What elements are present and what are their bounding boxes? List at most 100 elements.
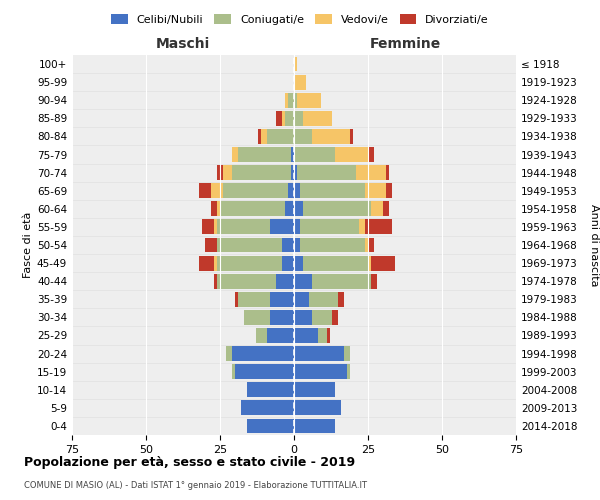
Bar xyxy=(294,364,347,379)
Bar xyxy=(235,292,238,306)
Bar xyxy=(271,220,294,234)
Bar xyxy=(347,364,350,379)
Bar xyxy=(371,256,395,270)
Bar xyxy=(303,202,371,216)
Bar xyxy=(282,238,294,252)
Bar xyxy=(365,238,368,252)
Bar xyxy=(368,256,371,270)
Bar xyxy=(271,310,294,325)
Bar xyxy=(282,111,285,126)
Y-axis label: Fasce di età: Fasce di età xyxy=(23,212,33,278)
Bar xyxy=(214,256,217,270)
Text: Maschi: Maschi xyxy=(156,38,210,52)
Bar xyxy=(312,310,332,325)
Bar xyxy=(285,111,294,126)
Legend: Celibi/Nubili, Coniugati/e, Vedovi/e, Divorziati/e: Celibi/Nubili, Coniugati/e, Vedovi/e, Di… xyxy=(108,10,492,28)
Bar xyxy=(214,274,217,288)
Bar xyxy=(217,220,271,234)
Bar xyxy=(217,238,282,252)
Bar xyxy=(217,202,220,216)
Bar xyxy=(294,220,300,234)
Bar xyxy=(276,274,294,288)
Bar xyxy=(294,93,297,108)
Bar xyxy=(294,328,317,343)
Text: Femmine: Femmine xyxy=(370,38,440,52)
Bar xyxy=(256,328,268,343)
Bar xyxy=(238,147,291,162)
Bar xyxy=(285,202,294,216)
Bar xyxy=(359,220,365,234)
Bar xyxy=(220,202,285,216)
Bar xyxy=(294,346,344,361)
Bar xyxy=(268,129,294,144)
Bar xyxy=(312,129,350,144)
Bar xyxy=(226,346,232,361)
Bar xyxy=(232,147,238,162)
Bar xyxy=(294,274,312,288)
Y-axis label: Anni di nascita: Anni di nascita xyxy=(589,204,599,286)
Bar xyxy=(300,184,365,198)
Bar xyxy=(259,129,262,144)
Bar xyxy=(291,147,294,162)
Bar xyxy=(386,165,389,180)
Bar xyxy=(297,93,320,108)
Bar xyxy=(383,202,389,216)
Bar xyxy=(294,400,341,415)
Bar xyxy=(232,346,294,361)
Bar xyxy=(297,165,356,180)
Bar xyxy=(356,165,386,180)
Bar xyxy=(332,310,338,325)
Bar xyxy=(294,184,300,198)
Bar xyxy=(294,202,303,216)
Bar xyxy=(386,184,392,198)
Bar xyxy=(288,184,294,198)
Bar xyxy=(317,328,326,343)
Bar xyxy=(199,184,211,198)
Bar xyxy=(268,328,294,343)
Bar xyxy=(294,310,312,325)
Bar xyxy=(291,165,294,180)
Bar xyxy=(303,256,368,270)
Bar xyxy=(217,274,276,288)
Bar xyxy=(211,202,217,216)
Bar xyxy=(205,238,217,252)
Bar xyxy=(271,292,294,306)
Bar xyxy=(300,238,365,252)
Bar xyxy=(350,129,353,144)
Bar xyxy=(294,256,303,270)
Text: Popolazione per età, sesso e stato civile - 2019: Popolazione per età, sesso e stato civil… xyxy=(24,456,355,469)
Bar xyxy=(199,256,214,270)
Bar xyxy=(294,165,297,180)
Bar xyxy=(217,165,223,180)
Bar xyxy=(294,418,335,434)
Bar xyxy=(312,274,371,288)
Bar xyxy=(217,256,282,270)
Bar xyxy=(294,56,297,72)
Bar xyxy=(294,74,306,90)
Bar xyxy=(288,93,294,108)
Bar xyxy=(282,256,294,270)
Bar xyxy=(294,292,309,306)
Bar xyxy=(262,129,268,144)
Bar xyxy=(294,382,335,397)
Bar xyxy=(326,328,329,343)
Bar xyxy=(300,220,359,234)
Bar xyxy=(335,147,368,162)
Bar xyxy=(294,129,312,144)
Bar xyxy=(294,238,300,252)
Bar xyxy=(371,274,377,288)
Bar xyxy=(371,202,383,216)
Bar xyxy=(247,382,294,397)
Bar xyxy=(232,364,235,379)
Bar xyxy=(214,220,217,234)
Bar xyxy=(223,165,232,180)
Bar xyxy=(303,111,332,126)
Bar xyxy=(368,238,374,252)
Bar xyxy=(338,292,344,306)
Bar xyxy=(276,111,282,126)
Bar xyxy=(223,184,288,198)
Bar xyxy=(365,184,386,198)
Bar xyxy=(244,310,271,325)
Bar xyxy=(365,220,392,234)
Bar xyxy=(294,147,335,162)
